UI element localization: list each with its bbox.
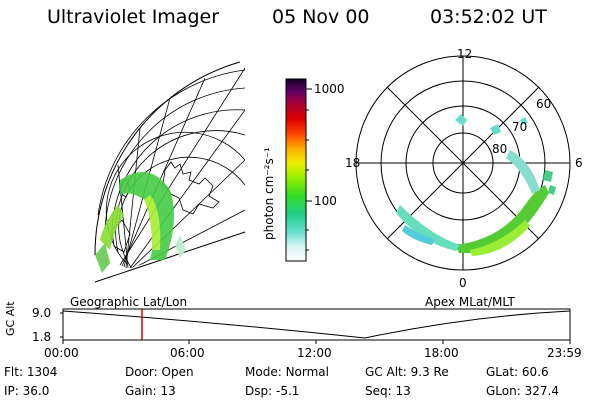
time-tick-0000: 00:00 (44, 346, 79, 360)
status-gc-alt: GC Alt: 9.3 Re (365, 365, 449, 379)
status-glat: GLat: 60.6 (486, 365, 549, 379)
mlat-label-80: 80 (492, 142, 508, 156)
polar-plot (355, 55, 571, 271)
status-mode: Mode: Normal (245, 365, 329, 379)
colorbar (285, 78, 307, 262)
colorbar-unit-label: photon cm⁻²s⁻¹ (262, 147, 276, 240)
colorbar-tick-label-1000: 1000 (314, 82, 345, 96)
altitude-strip-frame (62, 308, 571, 341)
status-ip: IP: 36.0 (4, 384, 50, 398)
status-glon: GLon: 327.4 (486, 384, 559, 398)
status-seq: Seq: 13 (365, 384, 411, 398)
gc-alt-axis-title: GC Alt (4, 301, 17, 336)
alt-tick-9: 9.0 (32, 306, 52, 320)
date-label: 05 Nov 00 (272, 6, 370, 28)
polar-aurora (396, 114, 556, 256)
mlt-label-6: 6 (575, 156, 583, 170)
colorbar-tick-label-100: 100 (314, 194, 337, 208)
time-tick-1800: 18:00 (424, 346, 459, 360)
time-tick-0600: 06:00 (170, 346, 205, 360)
map-boundary (94, 231, 246, 283)
status-dsp: Dsp: -5.1 (245, 384, 300, 398)
geographic-label: Geographic Lat/Lon (70, 295, 188, 309)
instrument-title: Ultraviolet Imager (47, 6, 220, 28)
mlt-label-18: 18 (345, 156, 361, 170)
status-gain: Gain: 13 (125, 384, 176, 398)
mlt-label-12: 12 (457, 47, 473, 61)
time-tick-2359: 23:59 (547, 346, 582, 360)
status-flt: Flt: 1304 (4, 365, 58, 379)
time-label: 03:52:02 UT (430, 6, 547, 28)
mlat-label-70: 70 (512, 120, 528, 134)
coastline (162, 161, 220, 215)
altitude-curve (62, 310, 571, 339)
mlat-label-60: 60 (536, 97, 552, 111)
map-aurora (95, 172, 186, 273)
apex-label: Apex MLat/MLT (425, 295, 515, 309)
time-tick-1200: 12:00 (297, 346, 332, 360)
mlt-label-0: 0 (459, 276, 467, 290)
alt-tick-1-8: 1.8 (32, 330, 52, 344)
map-horizon (94, 61, 241, 256)
status-door: Door: Open (125, 365, 194, 379)
